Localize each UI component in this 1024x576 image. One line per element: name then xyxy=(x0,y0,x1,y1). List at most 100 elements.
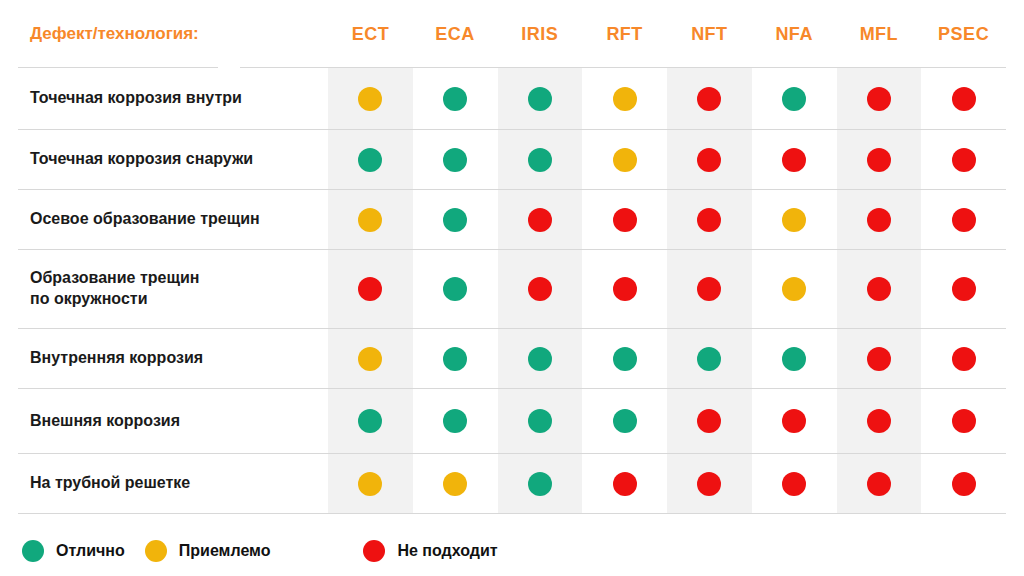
matrix-cell xyxy=(921,250,1006,328)
unsuitable-dot-icon xyxy=(613,472,637,496)
matrix-cell xyxy=(328,68,413,129)
legend-label-unsuitable: Не подходит xyxy=(397,542,497,560)
matrix-cell xyxy=(667,454,752,513)
unsuitable-dot-icon xyxy=(867,277,891,301)
matrix-cell xyxy=(328,130,413,189)
row-label: Точечная коррозия внутри xyxy=(18,88,328,109)
excellent-dot-icon xyxy=(443,409,467,433)
matrix-cell xyxy=(667,250,752,328)
matrix-cell xyxy=(582,329,667,388)
column-header-iris: IRIS xyxy=(498,24,583,45)
excellent-dot-icon xyxy=(613,409,637,433)
table-header: Дефект/технология: ECT ECA IRIS RFT NFT … xyxy=(18,0,1006,68)
table-row: Осевое образование трещин xyxy=(18,189,1006,249)
matrix-cell xyxy=(328,250,413,328)
unsuitable-dot-icon xyxy=(697,409,721,433)
acceptable-dot-icon xyxy=(613,148,637,172)
matrix-cell xyxy=(498,454,583,513)
matrix-cell xyxy=(498,130,583,189)
column-header-psec: PSEC xyxy=(921,24,1006,45)
unsuitable-dot-icon xyxy=(952,347,976,371)
row-label: Образование трещин по окружности xyxy=(18,268,328,310)
legend-label-excellent: Отлично xyxy=(56,542,125,560)
unsuitable-dot-icon xyxy=(867,409,891,433)
column-header-mfl: MFL xyxy=(837,24,922,45)
excellent-dot-icon xyxy=(613,347,637,371)
excellent-dot-icon xyxy=(443,87,467,111)
excellent-dot-icon xyxy=(358,148,382,172)
acceptable-dot-icon xyxy=(613,87,637,111)
matrix-cell xyxy=(921,454,1006,513)
row-label: На трубной решетке xyxy=(18,473,328,494)
matrix-cell xyxy=(752,68,837,129)
acceptable-dot-icon xyxy=(145,540,167,562)
legend-item-excellent: Отлично xyxy=(22,540,125,562)
column-header-eca: ECA xyxy=(413,24,498,45)
matrix-cell xyxy=(837,68,922,129)
unsuitable-dot-icon xyxy=(528,208,552,232)
matrix-cell xyxy=(328,190,413,249)
excellent-dot-icon xyxy=(443,148,467,172)
excellent-dot-icon xyxy=(528,347,552,371)
excellent-dot-icon xyxy=(697,347,721,371)
unsuitable-dot-icon xyxy=(358,277,382,301)
legend-item-acceptable: Приемлемо xyxy=(145,540,271,562)
unsuitable-dot-icon xyxy=(528,277,552,301)
matrix-cell xyxy=(752,190,837,249)
header-divider-left xyxy=(18,67,218,68)
matrix-cell xyxy=(921,68,1006,129)
matrix-cell xyxy=(582,454,667,513)
unsuitable-dot-icon xyxy=(867,472,891,496)
legend-item-unsuitable: Не подходит xyxy=(363,540,497,562)
matrix-cell xyxy=(413,190,498,249)
column-header-nfa: NFA xyxy=(752,24,837,45)
acceptable-dot-icon xyxy=(443,472,467,496)
unsuitable-dot-icon xyxy=(952,148,976,172)
matrix-cell xyxy=(413,389,498,453)
excellent-dot-icon xyxy=(358,409,382,433)
column-header-ect: ECT xyxy=(328,24,413,45)
matrix-cell xyxy=(837,190,922,249)
matrix-cell xyxy=(413,454,498,513)
table-row: Внешняя коррозия xyxy=(18,388,1006,453)
row-label: Осевое образование трещин xyxy=(18,209,328,230)
excellent-dot-icon xyxy=(443,208,467,232)
row-label: Точечная коррозия снаружи xyxy=(18,149,328,170)
header-divider-right xyxy=(240,67,1006,68)
acceptable-dot-icon xyxy=(358,208,382,232)
acceptable-dot-icon xyxy=(782,208,806,232)
corner-label: Дефект/технология: xyxy=(18,24,328,44)
unsuitable-dot-icon xyxy=(697,277,721,301)
matrix-cell xyxy=(328,389,413,453)
unsuitable-dot-icon xyxy=(613,277,637,301)
matrix-cell xyxy=(667,190,752,249)
matrix-cell xyxy=(328,454,413,513)
matrix-cell xyxy=(667,329,752,388)
matrix-cell xyxy=(921,130,1006,189)
excellent-dot-icon xyxy=(22,540,44,562)
unsuitable-dot-icon xyxy=(867,208,891,232)
matrix-cell xyxy=(752,454,837,513)
matrix-cell xyxy=(582,130,667,189)
matrix-cell xyxy=(413,130,498,189)
unsuitable-dot-icon xyxy=(697,208,721,232)
table-body: Точечная коррозия внутри Точечная корроз… xyxy=(18,68,1006,514)
table-row: Образование трещин по окружности xyxy=(18,249,1006,328)
matrix-cell xyxy=(413,68,498,129)
matrix-cell xyxy=(752,250,837,328)
acceptable-dot-icon xyxy=(358,347,382,371)
matrix-cell xyxy=(413,250,498,328)
defect-technology-matrix: Дефект/технология: ECT ECA IRIS RFT NFT … xyxy=(0,0,1024,576)
matrix-cell xyxy=(752,329,837,388)
legend: Отлично Приемлемо Не подходит xyxy=(22,540,1024,562)
acceptable-dot-icon xyxy=(782,277,806,301)
excellent-dot-icon xyxy=(528,148,552,172)
matrix-cell xyxy=(328,329,413,388)
excellent-dot-icon xyxy=(782,347,806,371)
row-label: Внутренняя коррозия xyxy=(18,348,328,369)
matrix-cell xyxy=(837,250,922,328)
table-row: Внутренняя коррозия xyxy=(18,328,1006,388)
matrix-cell xyxy=(921,329,1006,388)
unsuitable-dot-icon xyxy=(782,409,806,433)
unsuitable-dot-icon xyxy=(782,148,806,172)
